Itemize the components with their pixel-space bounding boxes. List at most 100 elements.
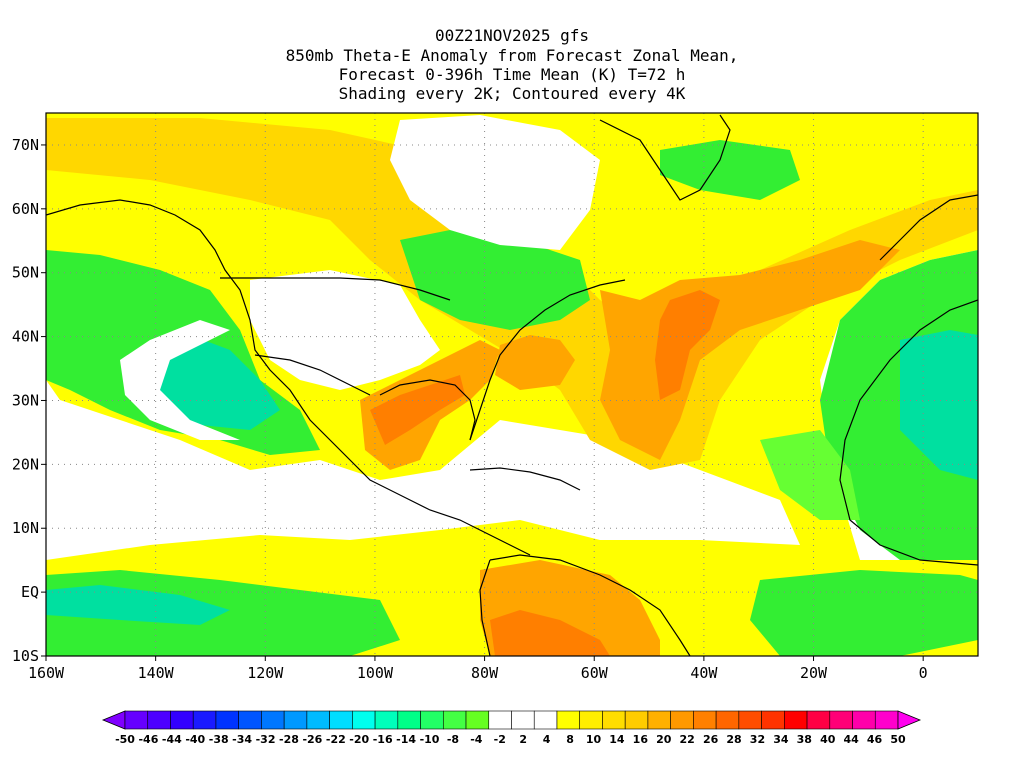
colorbar-label: 26 [703,733,719,746]
colorbar-label: 22 [680,733,695,746]
colorbar-swatch [738,710,762,730]
colorbar-swatch [488,710,512,730]
colorbar-label: 14 [609,733,625,746]
colorbar-swatch [874,710,899,730]
colorbar-label: -46 [138,733,158,746]
colorbar: -50 -46 -44 -40 -38 -34 -32 -28 -26 -22 -20 -16 -14-… [101,710,922,746]
anomaly-field [46,113,978,656]
colorbar-label: 50 [890,733,906,746]
colorbar-swatch [579,710,603,730]
anomaly-region-east-atlantic-green [760,430,860,520]
colorbar-label: -40 [185,733,205,746]
colorbar-label: -8 [447,733,459,746]
lon-tick-label: 0 [919,664,928,682]
colorbar-swatch [442,710,467,730]
lon-tick-label: 20W [800,664,828,682]
coastline-africa [839,299,978,566]
coastline-caribbean [469,467,581,491]
lon-tick-label: 80W [471,664,499,682]
lat-tick-label: 70N [12,136,39,154]
colorbar-label: 8 [566,733,574,746]
colorbar-label: 32 [750,733,765,746]
title-line-3: Forecast 0-396h Time Mean (K) T=72 h [338,65,686,84]
colorbar-swatch [215,710,239,730]
coastline-europe [879,194,978,261]
colorbar-swatch [352,710,376,730]
colorbar-swatch [283,710,308,730]
coastline-us-east [469,279,626,441]
colorbar-label: -26 [302,733,322,746]
colorbar-label: -32 [256,733,276,746]
colorbar-label: 20 [656,733,672,746]
coastline-south-america-west [479,559,491,656]
colorbar-label: -44 [162,733,182,746]
colorbar-swatch [420,710,444,730]
colorbar-label: 10 [586,733,602,746]
anomaly-region-africa-green [820,250,978,560]
anomaly-region-south-america-core [490,610,610,656]
anomaly-region-south-atlantic [750,570,978,656]
colorbar-label: 2 [519,733,527,746]
lon-tick-label: 120W [247,664,284,682]
colorbar-swatch [170,710,194,730]
anomaly-region-us-white [250,270,440,390]
lat-tick-label: 60N [12,200,39,218]
lat-tick-label: 40N [12,328,39,346]
lon-tick-label: 60W [581,664,609,682]
colorbar-swatch [465,710,490,730]
coastline-south-america [489,554,691,656]
colorbar-arrow-low [101,710,126,730]
colorbar-label: 34 [773,733,789,746]
colorbar-swatch [124,710,149,730]
lat-tick-label: EQ [21,583,39,601]
colorbar-swatch [806,710,831,730]
anomaly-region-arctic-green [660,140,800,200]
colorbar-swatch [556,710,581,730]
coastlines [46,114,978,656]
colorbar-swatch [693,710,717,730]
colorbar-label: -38 [209,733,229,746]
colorbar-label: 38 [797,733,812,746]
colorbar-label: -14 [396,733,416,746]
colorbar-label: 16 [633,733,649,746]
anomaly-region-south-pacific-teal [46,585,230,625]
colorbar-swatch [761,710,785,730]
colorbar-swatch [602,710,626,730]
coastline-greenland [599,114,731,201]
colorbar-swatch [829,710,853,730]
colorbar-arrow-high [897,710,922,730]
colorbar-swatch [374,710,399,730]
colorbar-label: -34 [232,733,252,746]
colorbar-swatch [147,710,171,730]
lat-tick-label: 50N [12,264,39,282]
colorbar-label: -10 [420,733,440,746]
lon-tick-label: 160W [28,664,65,682]
anomaly-region-atlantic-blob [495,335,575,390]
colorbar-label: 40 [820,733,836,746]
coastline-gulf [379,379,476,441]
colorbar-swatch [306,710,330,730]
lat-tick-label: 10N [12,519,39,537]
colorbar-swatch [192,710,217,730]
colorbar-label: -50 [115,733,135,746]
colorbar-swatch [715,710,740,730]
colorbar-label: -28 [279,733,299,746]
colorbar-swatch [261,710,285,730]
anomaly-region-orange [600,240,900,460]
lat-tick-label: 20N [12,455,39,473]
colorbar-label: -20 [349,733,369,746]
colorbar-swatch [670,710,694,730]
border-us-mexico [254,354,371,396]
border-us-canada [220,277,451,301]
colorbar-label: -4 [470,733,483,746]
anomaly-region-gulf-core [370,375,465,445]
map-frame [45,112,979,657]
lat-tick-label: 10S [12,647,39,665]
colorbar-swatch [238,710,262,730]
colorbar-swatch [784,710,808,730]
colorbar-swatch [533,710,558,730]
colorbar-swatch [647,710,671,730]
colorbar-swatch [624,710,649,730]
